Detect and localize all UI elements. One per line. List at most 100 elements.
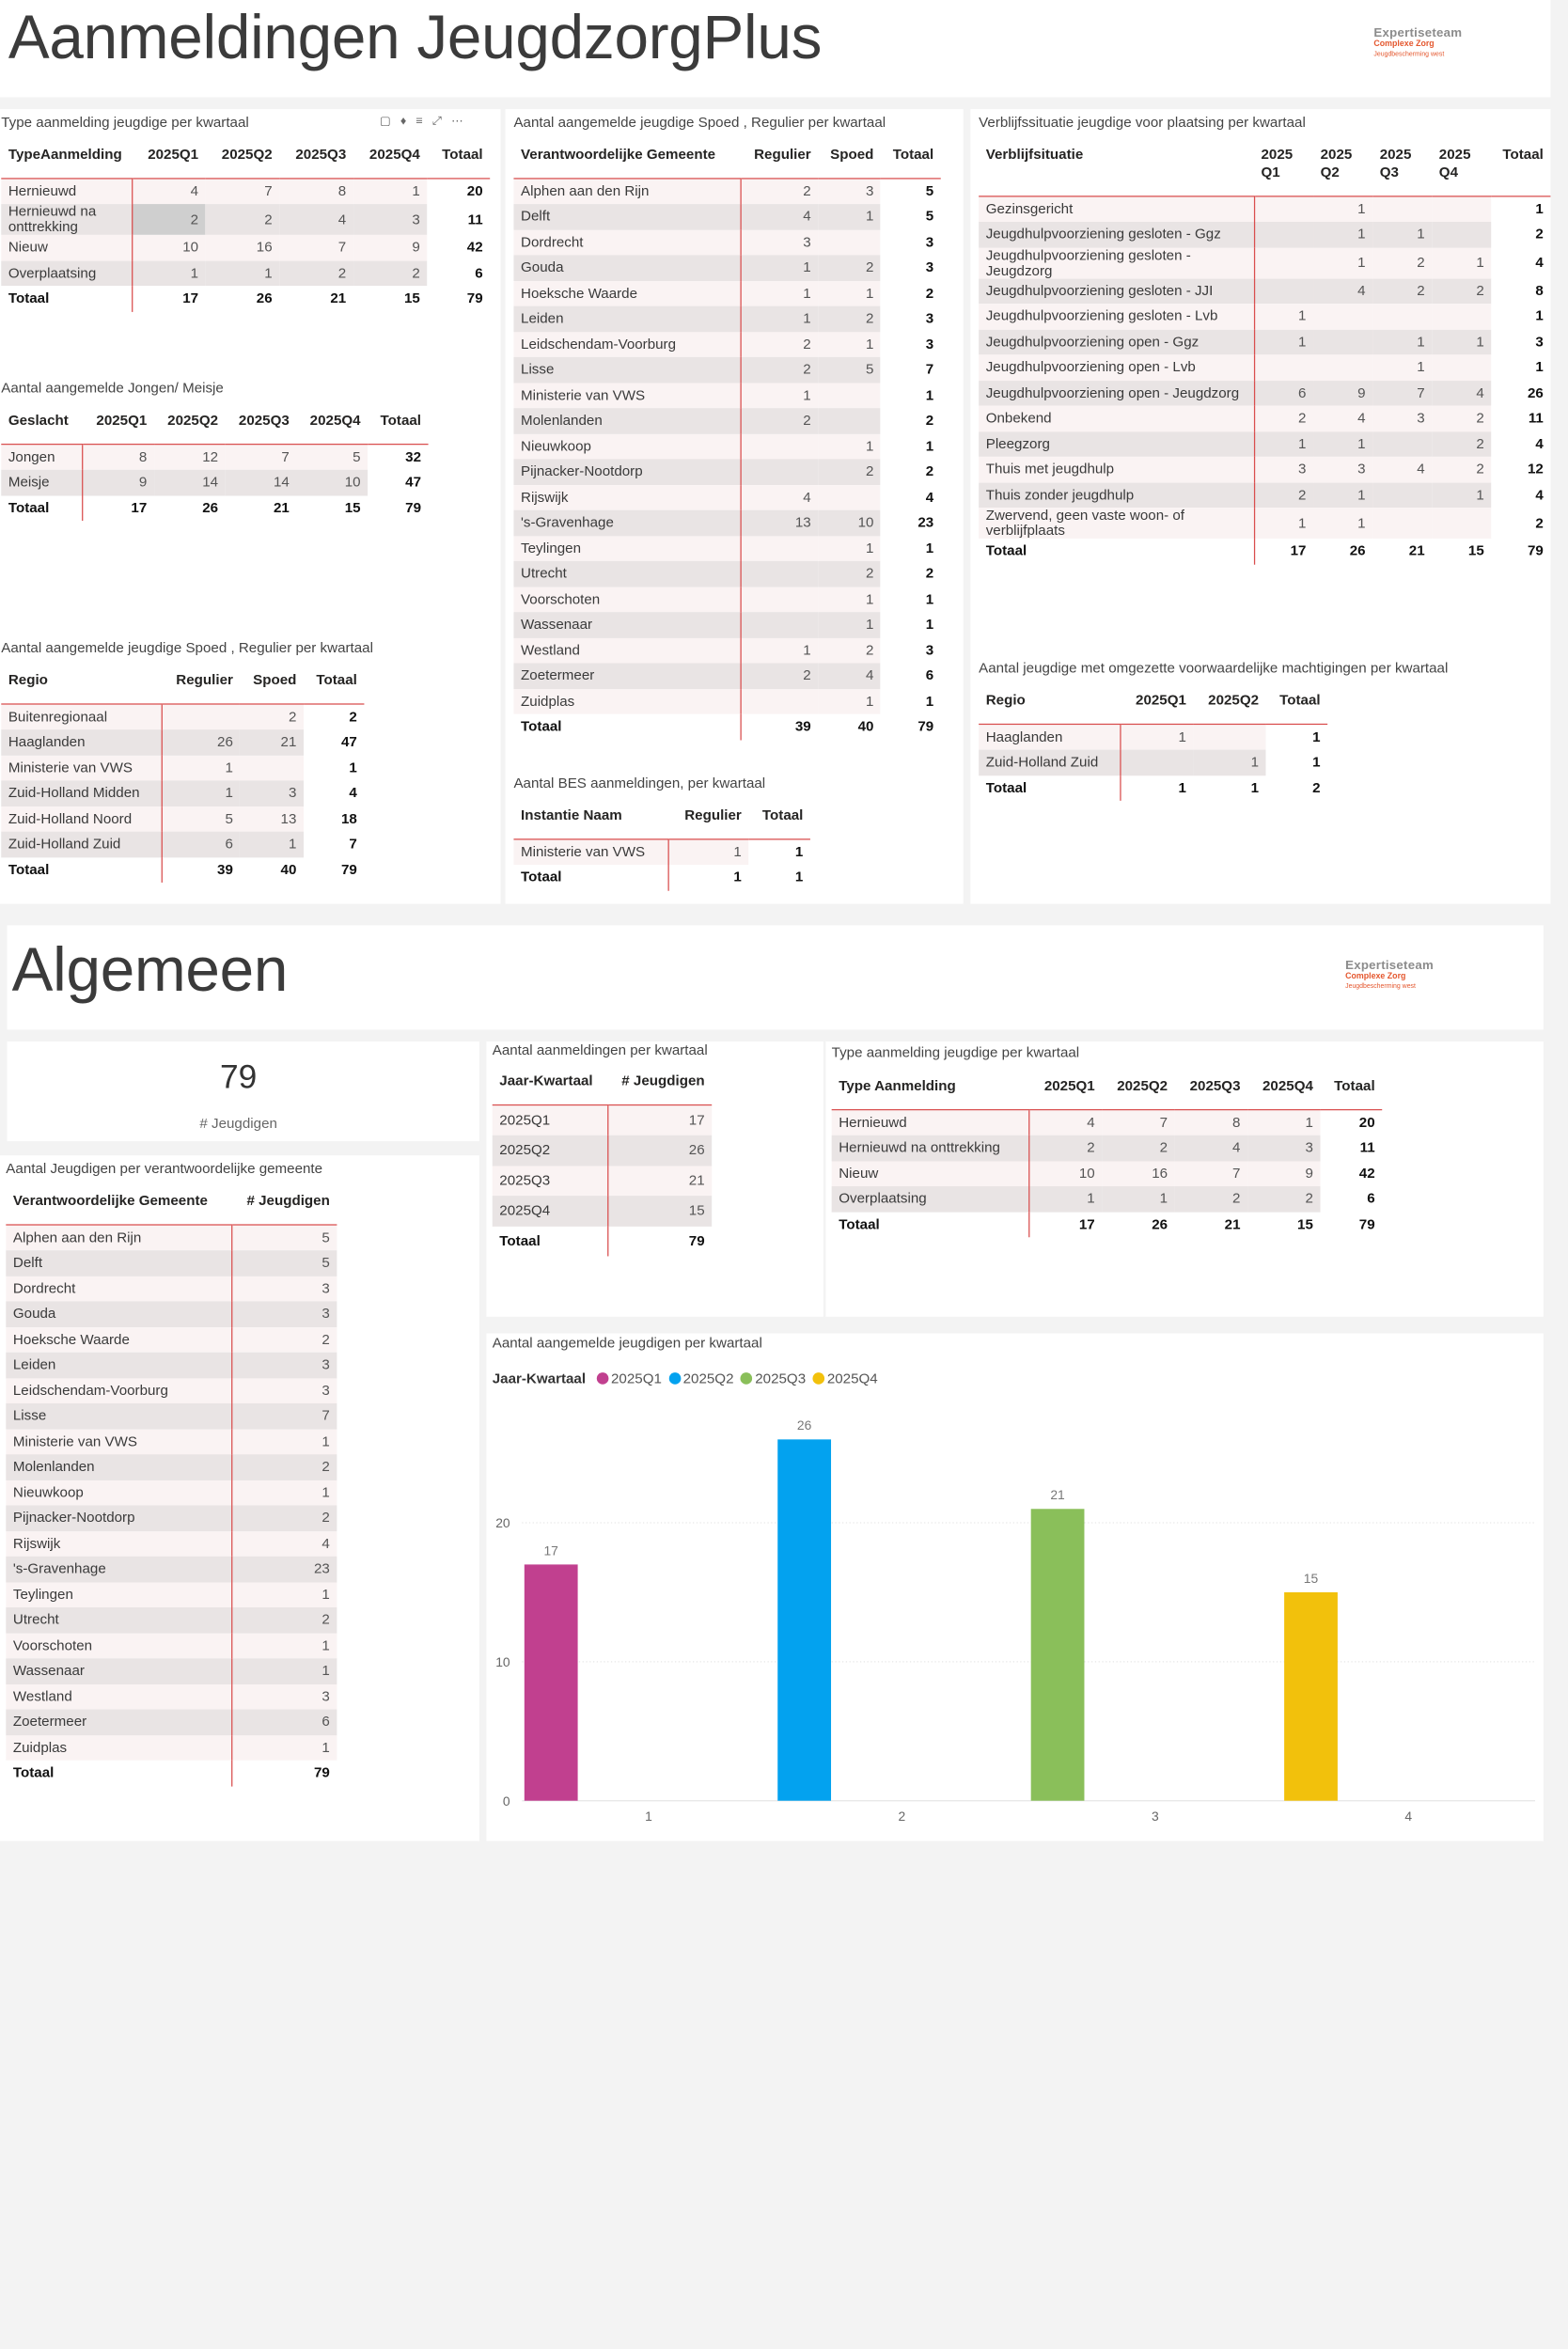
column-header[interactable]: Verantwoordelijke Gemeente	[513, 136, 741, 180]
column-header[interactable]: 2025 Q1	[1253, 136, 1314, 197]
table-row[interactable]: Zuid-Holland Zuid 6 1 7	[1, 831, 365, 857]
table-row[interactable]: Zuidplas 1	[6, 1734, 337, 1761]
table-row[interactable]: Nieuwkoop 1 1	[513, 433, 941, 460]
total-row[interactable]: Totaal 39 40 79	[513, 713, 941, 740]
column-header[interactable]: 2025Q4	[296, 401, 368, 446]
column-header[interactable]: Regulier	[668, 797, 749, 840]
table-row[interactable]: Zwervend, geen vaste woon- of verblijfpl…	[979, 508, 1551, 539]
table-row[interactable]: Ministerie van VWS 1 1	[513, 838, 810, 865]
table-row[interactable]: 2025Q4 15	[492, 1196, 713, 1227]
table-row[interactable]: Jeugdhulpvoorziening gesloten - Ggz 1 1 2	[979, 221, 1551, 248]
table-row[interactable]: Jeugdhulpvoorziening open - Ggz 1 1 1 3	[979, 329, 1551, 355]
column-header[interactable]: Regulier	[740, 136, 819, 180]
bar-chart[interactable]: 0 10 20 1 2 3 4 17 26 21 15	[486, 1400, 1543, 1840]
table-row[interactable]: Zuid-Holland Zuid 1 1	[979, 749, 1328, 775]
table-row[interactable]: Nieuw 10 16 7 9 42	[1, 234, 491, 261]
table-row[interactable]: Westland 3	[6, 1683, 337, 1710]
table-row[interactable]: Utrecht 2	[6, 1607, 337, 1634]
table-row[interactable]: Zoetermeer 6	[6, 1709, 337, 1735]
column-header[interactable]: 2025Q1	[132, 136, 206, 180]
table-row[interactable]: Ministerie van VWS 1 1	[513, 382, 941, 409]
table-row[interactable]: Leidschendam-Voorburg 3	[6, 1377, 337, 1403]
chart-bar[interactable]	[1030, 1509, 1085, 1801]
table-row[interactable]: Onbekend 2 4 3 2 11	[979, 405, 1551, 431]
column-header[interactable]: Regulier	[162, 662, 241, 705]
table-row[interactable]: Voorschoten 1 1	[513, 587, 941, 613]
table-row[interactable]: Nieuw 10 16 7 9 42	[831, 1160, 1383, 1186]
chart-bar[interactable]	[524, 1564, 578, 1801]
table-row[interactable]: 2025Q2 26	[492, 1135, 713, 1166]
visual-header-icons[interactable]: ▢♦≡⤢⋯	[380, 115, 473, 128]
more-options-icon[interactable]: ⋯	[451, 115, 473, 129]
table-row[interactable]: Zuidplas 1 1	[513, 688, 941, 714]
table-row[interactable]: Delft 4 1 5	[513, 204, 941, 230]
column-header[interactable]: 2025Q1	[1121, 681, 1194, 726]
table-row[interactable]: Pijnacker-Nootdorp 2	[6, 1505, 337, 1531]
column-header[interactable]: Totaal	[748, 797, 810, 840]
table-row[interactable]: Hernieuwd na onttrekking 2 2 4 3 11	[831, 1135, 1383, 1161]
column-header[interactable]: 2025Q4	[353, 136, 428, 180]
column-header[interactable]: Totaal	[1265, 681, 1328, 726]
column-header[interactable]: # Jeugdigen	[607, 1062, 713, 1106]
total-row[interactable]: Totaal 1 1	[513, 864, 810, 891]
column-header[interactable]: Totaal	[303, 662, 365, 705]
table-row[interactable]: Hoeksche Waarde 2	[6, 1326, 337, 1353]
column-header[interactable]: Spoed	[240, 662, 304, 705]
column-header[interactable]: 2025Q1	[1028, 1067, 1103, 1111]
column-header[interactable]: Regio	[1, 662, 163, 705]
column-header[interactable]: TypeAanmelding	[1, 136, 133, 180]
column-header[interactable]: Regio	[979, 681, 1121, 726]
column-header[interactable]: Totaal	[368, 401, 429, 446]
table-row[interactable]: Ministerie van VWS 1	[6, 1429, 337, 1455]
total-row[interactable]: Totaal 17 26 21 15 79	[831, 1212, 1383, 1238]
table-row[interactable]: Dordrecht 3 3	[513, 229, 941, 256]
table-row[interactable]: Leiden 1 2 3	[513, 305, 941, 332]
filter-icon[interactable]: ≡	[416, 115, 432, 129]
table-row[interactable]: Jeugdhulpvoorziening gesloten - Jeugdzor…	[979, 246, 1551, 278]
column-header[interactable]: Totaal	[880, 136, 941, 180]
table-row[interactable]: Wassenaar 1	[6, 1658, 337, 1684]
table-row[interactable]: Jeugdhulpvoorziening open - Lvb 1 1	[979, 354, 1551, 381]
total-row[interactable]: Totaal 39 40 79	[1, 856, 365, 883]
total-row[interactable]: Totaal 17 26 21 15 79	[1, 286, 491, 312]
column-header[interactable]: 2025Q2	[1193, 681, 1266, 726]
table-row[interactable]: Overplaatsing 1 1 2 2 6	[1, 260, 491, 287]
table-row[interactable]: Wassenaar 1 1	[513, 612, 941, 638]
table-row[interactable]: Rijswijk 4 4	[513, 484, 941, 510]
table-row[interactable]: Jeugdhulpvoorziening open - Jeugdzorg 6 9 7…	[979, 380, 1551, 406]
table-row[interactable]: Lisse 7	[6, 1402, 337, 1430]
table-row[interactable]: 's-Gravenhage 13 10 23	[513, 509, 941, 536]
table-row[interactable]: Pleegzorg 1 1 2 4	[979, 431, 1551, 457]
table-row[interactable]: Teylingen 1	[6, 1581, 337, 1608]
table-row[interactable]: Delft 5	[6, 1250, 337, 1276]
column-header[interactable]: 2025 Q4	[1432, 136, 1492, 197]
table-row[interactable]: Zuid-Holland Midden 1 3 4	[1, 780, 365, 806]
table-row[interactable]: Meisje 9 14 14 10 47	[1, 469, 429, 495]
table-row[interactable]: Jeugdhulpvoorziening gesloten - JJI 4 2 2 8	[979, 277, 1551, 305]
table-row[interactable]: Ministerie van VWS 1 1	[1, 755, 365, 781]
table-row[interactable]: Westland 1 2 3	[513, 637, 941, 664]
chart-bar[interactable]	[777, 1439, 832, 1801]
table-row[interactable]: Pijnacker-Nootdorp 2 2	[513, 459, 941, 485]
column-header[interactable]: 2025Q3	[225, 401, 297, 446]
column-header[interactable]: Verblijfsituatie	[979, 136, 1254, 197]
column-header[interactable]: Verantwoordelijke Gemeente	[6, 1182, 232, 1226]
table-row[interactable]: 2025Q1 17	[492, 1104, 713, 1135]
table-row[interactable]: Utrecht 2 2	[513, 560, 941, 587]
table-row[interactable]: Hoeksche Waarde 1 1 2	[513, 280, 941, 306]
total-row[interactable]: Totaal 79	[492, 1226, 713, 1257]
column-header[interactable]: 2025Q1	[83, 401, 154, 446]
chart-legend[interactable]: Jaar-Kwartaal 2025Q1 2025Q2 2025Q3 2025Q4	[493, 1370, 878, 1387]
table-row[interactable]: Haaglanden 1 1	[979, 724, 1328, 750]
table-row[interactable]: Teylingen 1 1	[513, 535, 941, 561]
table-row[interactable]: Zuid-Holland Noord 5 13 18	[1, 806, 365, 832]
column-header[interactable]: Totaal	[1320, 1067, 1383, 1111]
column-header[interactable]: 2025Q2	[153, 401, 226, 446]
column-header[interactable]: 2025 Q3	[1372, 136, 1433, 197]
column-header[interactable]: # Jeugdigen	[231, 1182, 337, 1226]
table-row[interactable]: Hernieuwd 4 7 8 1 20	[1, 178, 491, 205]
table-row[interactable]: Lisse 2 5 7	[513, 356, 941, 383]
table-row[interactable]: Nieuwkoop 1	[6, 1480, 337, 1506]
table-row[interactable]: Gezinsgericht 1 1	[979, 196, 1551, 222]
pin-icon[interactable]: ♦	[400, 115, 416, 129]
